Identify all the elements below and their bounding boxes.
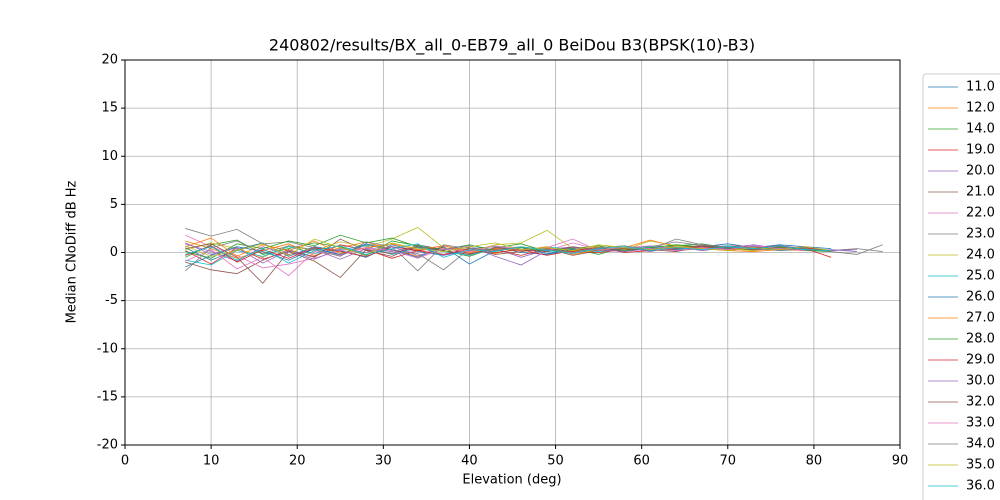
y-tick-label: 15 [101,101,118,116]
y-tick-label: -5 [105,293,118,308]
series-line [185,238,832,257]
series-line [185,243,857,262]
x-tick-label: 80 [806,454,823,469]
legend-label: 35.0 [966,458,995,473]
chart-title: 240802/results/BX_all_0-EB79_all_0 BeiDo… [269,36,755,56]
legend-box [922,73,1000,500]
legend-label: 20.0 [966,164,995,179]
legend-label: 12.0 [966,101,995,116]
legend-label: 33.0 [966,416,995,431]
legend-label: 30.0 [966,374,995,389]
y-tick-label: 20 [101,53,118,68]
series-line [185,243,832,264]
y-tick-label: 10 [101,149,118,164]
x-tick-label: 50 [547,454,564,469]
y-tick-label: -20 [97,438,118,453]
legend-label: 14.0 [966,122,995,137]
x-axis-label: Elevation (deg) [462,473,561,488]
legend-label: 21.0 [966,185,995,200]
y-tick-label: 0 [110,245,118,260]
legend-label: 26.0 [966,290,995,305]
y-tick-label: 5 [110,197,118,212]
legend-label: 19.0 [966,143,995,158]
legend-label: 27.0 [966,311,995,326]
series-line [185,238,806,277]
x-tick-label: 70 [720,454,737,469]
legend-label: 36.0 [966,479,995,494]
legend: 11.0 12.0 14.0 19.0 20.0 21.0 22.0 23.0 24.0 25.0… [928,80,995,494]
x-tick-label: 30 [375,454,392,469]
legend-label: 28.0 [966,332,995,347]
x-tick-label: 60 [633,454,650,469]
legend-label: 23.0 [966,227,995,242]
y-axis-label: Median CNoDiff dB Hz [65,180,80,323]
legend-label: 32.0 [966,395,995,410]
series-line [185,238,883,272]
legend-label: 22.0 [966,206,995,221]
y-tick-label: -15 [97,389,118,404]
x-tick-label: 90 [892,454,909,469]
legend-label: 25.0 [966,269,995,284]
legend-label: 24.0 [966,248,995,263]
legend-label: 29.0 [966,353,995,368]
legend-label: 34.0 [966,437,995,452]
x-tick-label: 10 [203,454,220,469]
legend-label: 11.0 [966,80,995,95]
y-tick-label: -10 [97,341,118,356]
lines [185,227,883,284]
x-tick-label: 40 [461,454,478,469]
x-tick-label: 0 [121,454,129,469]
x-tick-label: 20 [289,454,306,469]
